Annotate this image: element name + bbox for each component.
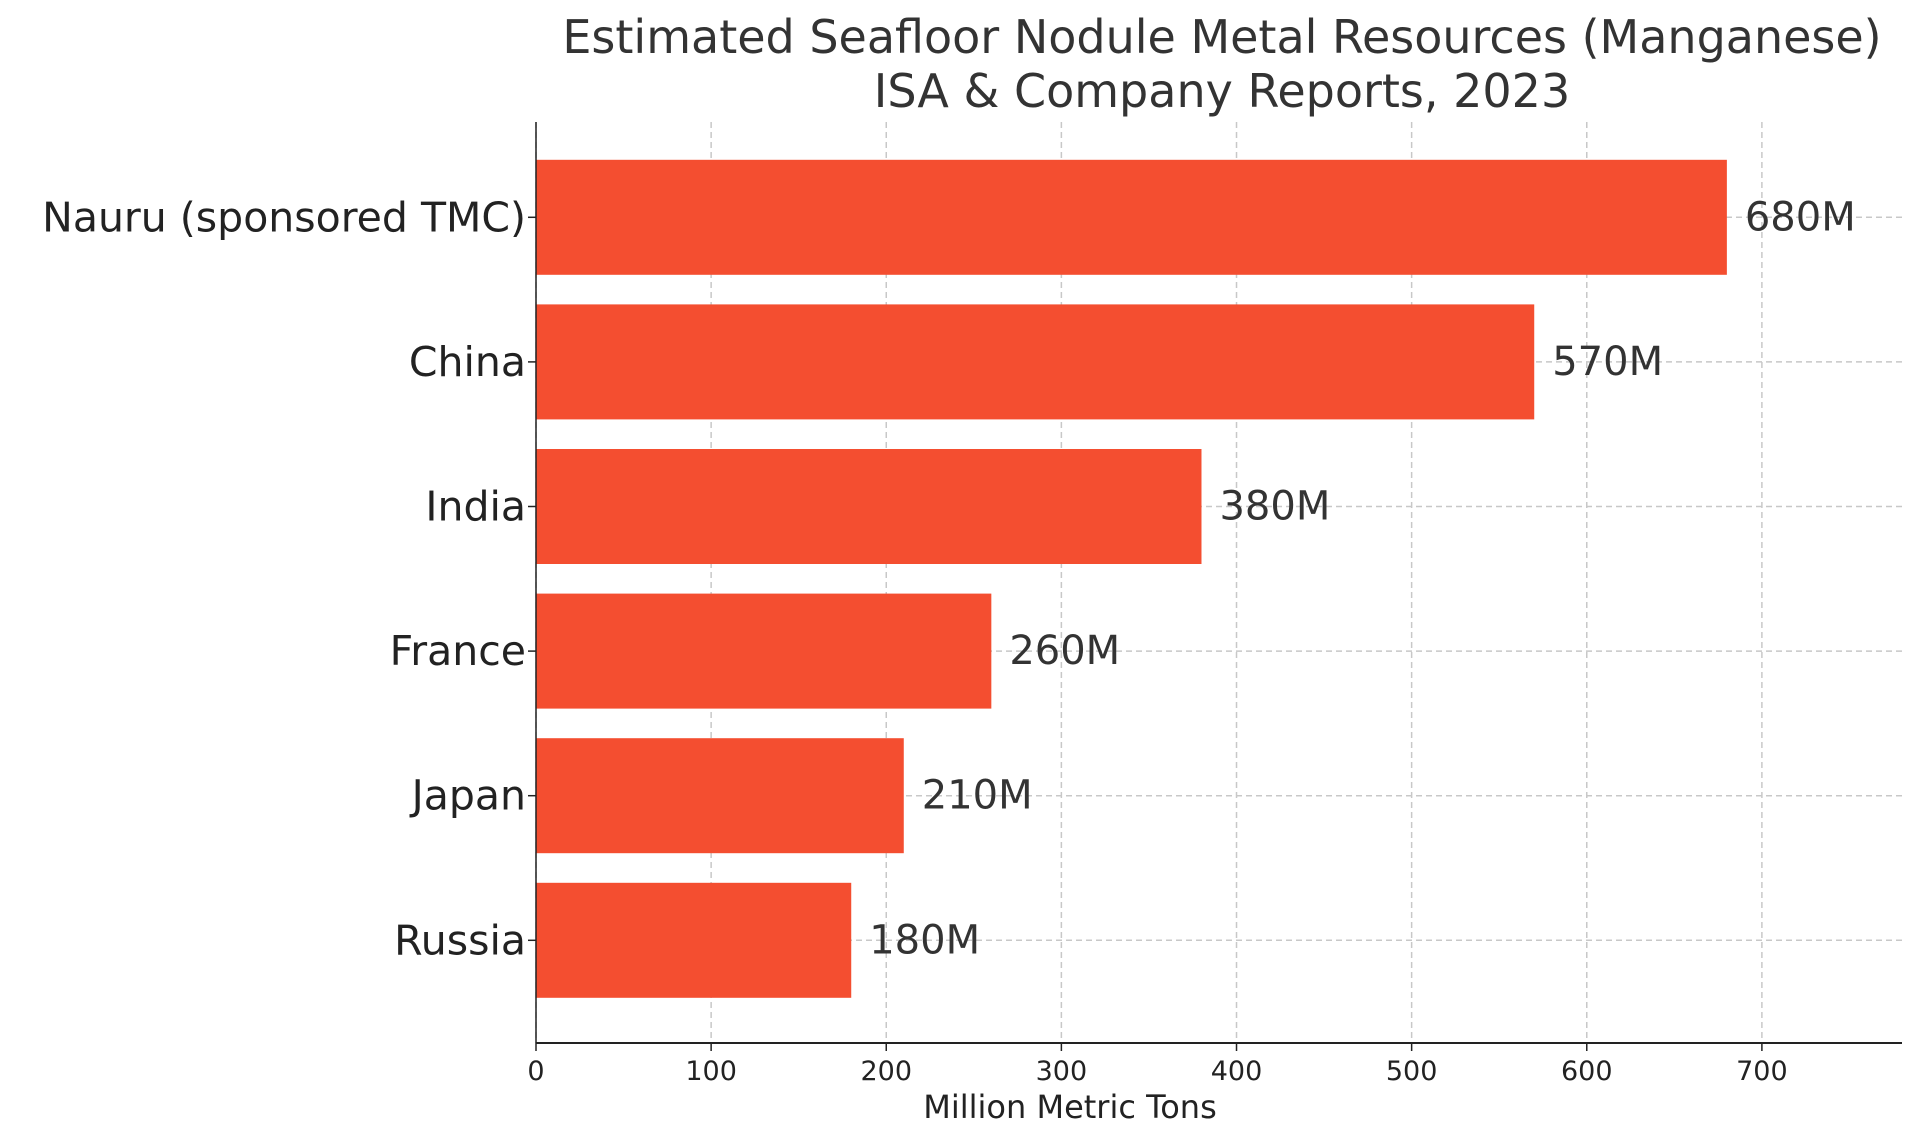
- data-label: 180M: [869, 917, 980, 963]
- x-tick-label: 0: [527, 1056, 544, 1087]
- bar: [536, 159, 1727, 275]
- chart-subtitle: ISA & Company Reports, 2023: [874, 64, 1570, 118]
- bar: [536, 449, 1202, 564]
- x-tick-label: 700: [1736, 1056, 1788, 1087]
- x-tick-label: 300: [1036, 1056, 1088, 1087]
- data-label: 570M: [1552, 339, 1663, 385]
- bar: [536, 882, 852, 998]
- data-label: 680M: [1745, 194, 1856, 240]
- x-tick-label: 400: [1211, 1056, 1263, 1087]
- y-tick-label: Japan: [409, 772, 526, 820]
- bars: 680M 570M 380M 260M 210M 180M: [536, 159, 1856, 998]
- y-tick-label: India: [425, 483, 526, 531]
- data-label: 380M: [1219, 484, 1330, 530]
- axes: Nauru (sponsored TMC) China India France Jap…: [42, 122, 1902, 1087]
- x-tick-label: 100: [685, 1056, 737, 1087]
- x-tick-label: 200: [860, 1056, 912, 1087]
- data-label: 210M: [922, 773, 1033, 819]
- chart-title: Estimated Seafloor Nodule Metal Resource…: [562, 10, 1881, 64]
- y-tick-label: Nauru (sponsored TMC): [42, 193, 526, 241]
- bar: [536, 738, 904, 854]
- x-tick-label: 600: [1561, 1056, 1613, 1087]
- x-tick-label: 500: [1386, 1056, 1438, 1087]
- bar: [536, 593, 992, 709]
- y-tick-label: France: [390, 627, 526, 675]
- y-tick-label: China: [409, 338, 526, 386]
- bar: [536, 304, 1535, 420]
- y-tick-label: Russia: [394, 916, 526, 964]
- x-axis-title: Million Metric Tons: [923, 1088, 1217, 1126]
- data-label: 260M: [1009, 628, 1120, 674]
